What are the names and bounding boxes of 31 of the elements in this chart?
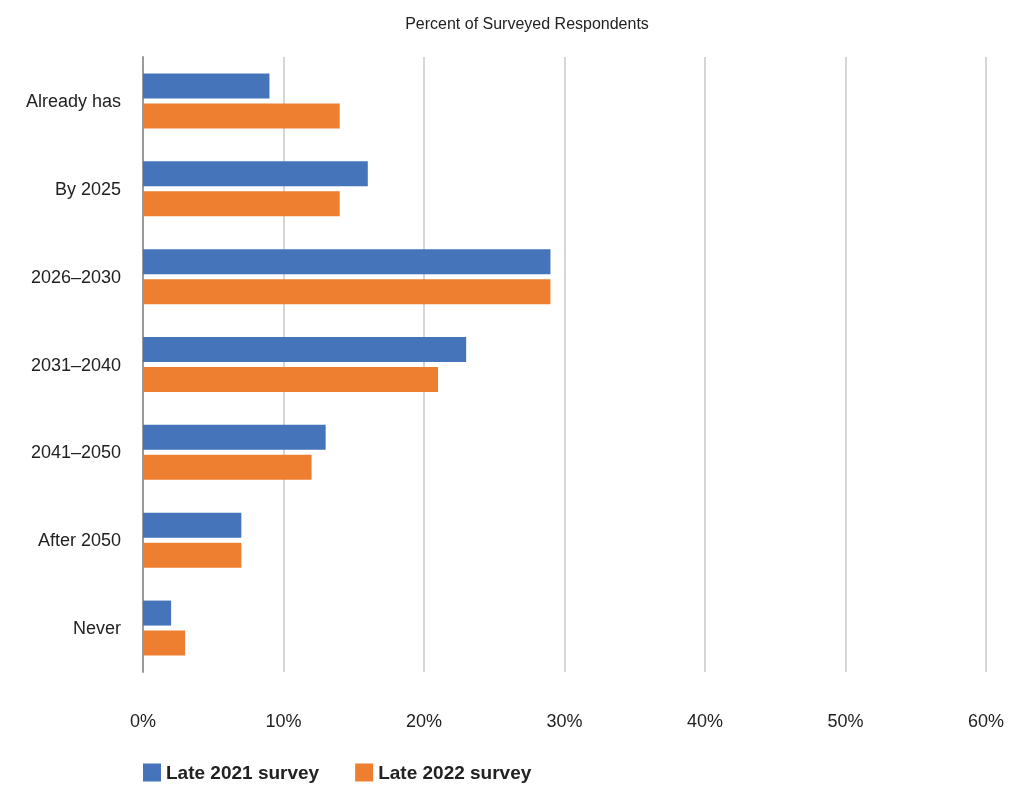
bar	[143, 103, 340, 129]
bar	[143, 600, 172, 626]
bar	[143, 191, 340, 217]
x-tick-label: 60%	[967, 711, 1005, 731]
x-tick-label: 30%	[546, 711, 583, 731]
bar	[143, 424, 326, 450]
bar	[143, 454, 312, 480]
bar	[143, 630, 186, 656]
x-tick-label: 40%	[686, 711, 724, 731]
legend-label: Late 2021 survey	[166, 762, 320, 783]
bar	[143, 279, 551, 305]
y-tick-label: After 2050	[37, 530, 121, 551]
y-tick-label: 2031–2040	[30, 354, 121, 375]
bar	[143, 337, 467, 362]
x-tick-label: 50%	[827, 711, 864, 731]
bar	[143, 367, 439, 392]
y-tick-label: Already has	[25, 90, 121, 111]
x-axis-title: Percent of Surveyed Respondents	[405, 14, 649, 32]
y-tick-label: By 2025	[54, 178, 121, 199]
x-tick-label: 0%	[129, 711, 157, 731]
bar	[143, 512, 242, 538]
bar	[143, 249, 551, 275]
bar	[143, 73, 270, 99]
x-tick-label: 20%	[405, 711, 443, 731]
y-tick-label: 2026–2030	[30, 266, 121, 287]
y-tick-label: Never	[72, 618, 121, 639]
x-tick-label: 10%	[265, 711, 302, 731]
legend-label: Late 2022 survey	[378, 762, 532, 783]
bar	[143, 161, 368, 187]
bar	[143, 542, 242, 568]
y-tick-label: 2041–2050	[30, 442, 121, 463]
